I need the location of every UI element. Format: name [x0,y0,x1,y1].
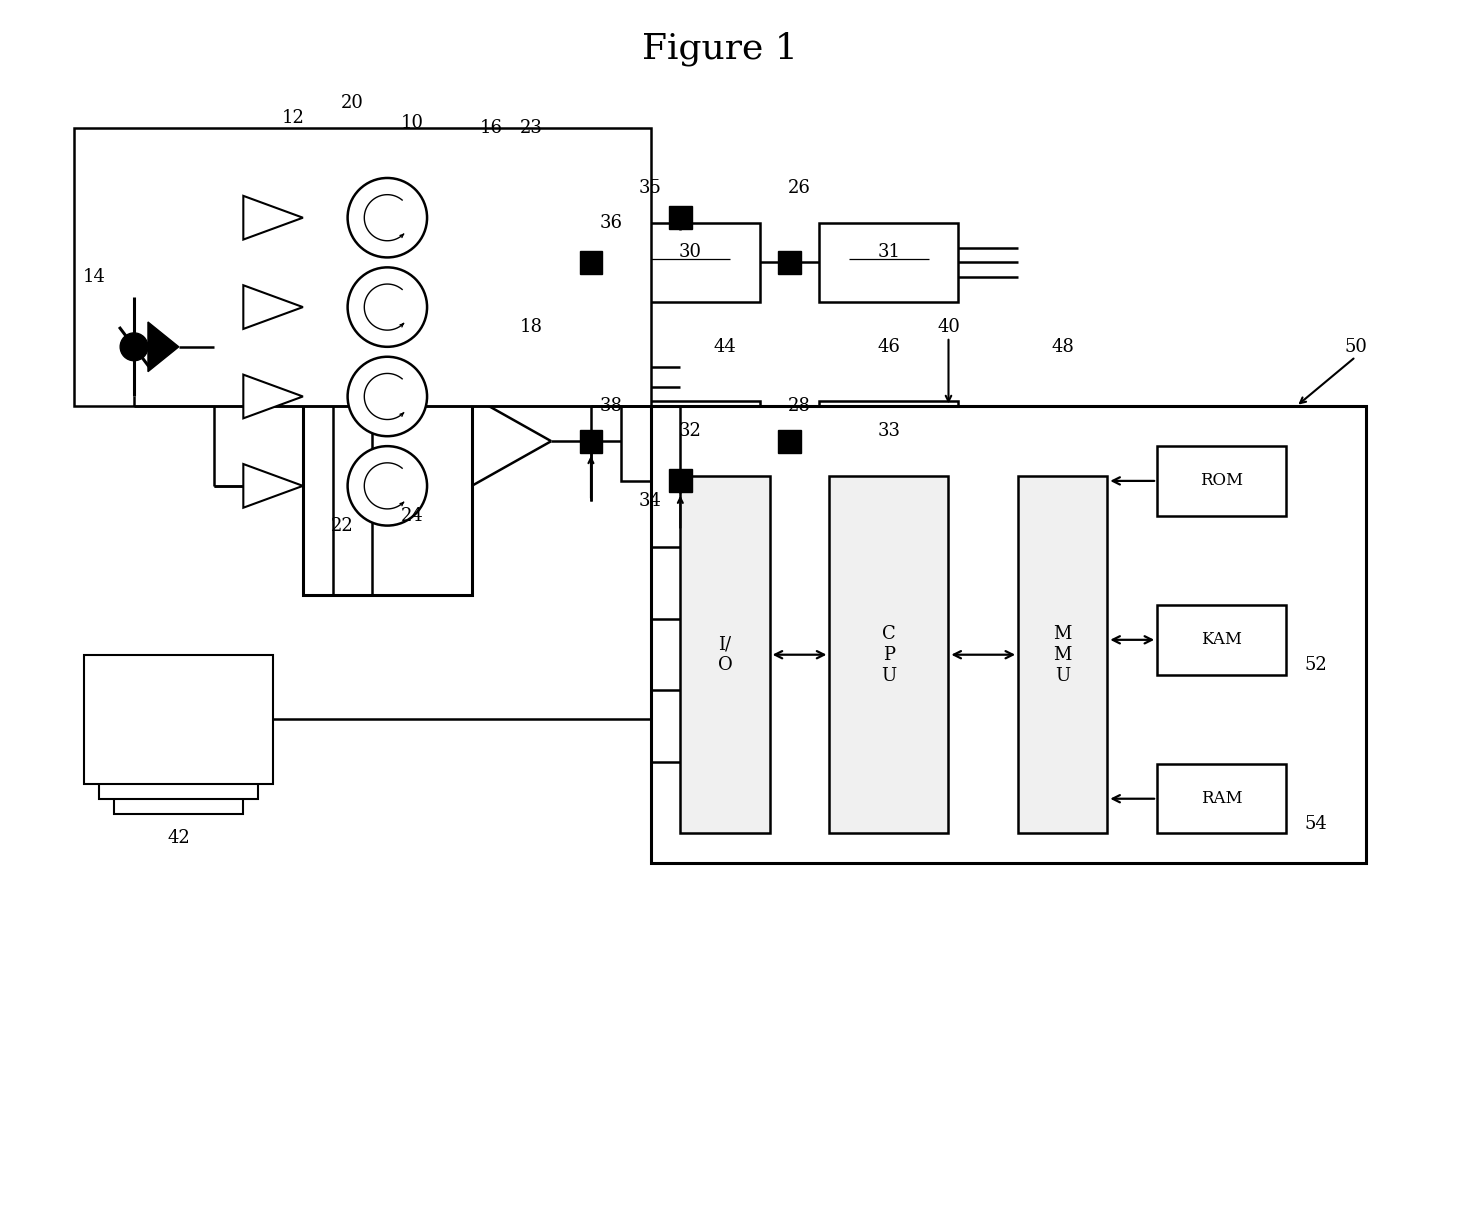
Bar [650,407,1365,864]
Text: 30: 30 [679,244,702,261]
Text: 48: 48 [1052,338,1074,355]
Circle shape [348,356,427,436]
Bar [1018,477,1107,833]
Bar [829,477,949,833]
Text: C
P
U: C P U [881,625,896,685]
Bar [580,430,602,452]
Text: 23: 23 [520,119,543,137]
Bar [580,251,602,274]
Text: 14: 14 [83,268,106,287]
Text: 31: 31 [877,244,900,261]
Text: 20: 20 [341,94,364,113]
Text: 54: 54 [1304,815,1327,833]
Text: 46: 46 [877,338,900,355]
Bar [1157,446,1287,516]
Text: 34: 34 [640,491,661,510]
Polygon shape [243,285,303,330]
Text: 42: 42 [168,829,191,848]
Text: 35: 35 [640,179,661,197]
Text: 28: 28 [788,397,812,415]
Text: ROM: ROM [1201,473,1243,490]
Text: 18: 18 [520,318,543,336]
Text: 32: 32 [679,423,702,440]
Polygon shape [149,322,179,371]
Bar [114,685,243,813]
Bar [621,402,759,481]
Text: 52: 52 [1304,655,1327,674]
Text: 40: 40 [937,318,960,336]
Bar [778,430,801,452]
Bar [669,206,692,229]
Text: 50: 50 [1345,338,1367,355]
Polygon shape [243,464,303,507]
Bar [778,251,801,274]
Bar [621,223,759,303]
Text: 22: 22 [331,517,354,534]
Text: KAM: KAM [1201,631,1243,648]
Text: 38: 38 [599,397,622,415]
Text: I/
O: I/ O [718,636,733,674]
Text: RAM: RAM [1201,790,1243,807]
Text: 26: 26 [788,179,812,197]
Bar [303,158,472,595]
Text: 10: 10 [401,114,424,132]
Text: Figure 1: Figure 1 [643,32,798,66]
Circle shape [348,446,427,526]
Polygon shape [243,375,303,418]
Text: 33: 33 [877,423,900,440]
Bar [85,654,272,784]
Bar [669,469,692,492]
Text: 36: 36 [599,213,622,232]
Bar [74,129,650,407]
Polygon shape [243,196,303,240]
Text: 16: 16 [481,119,503,137]
Circle shape [348,267,427,347]
Bar [819,223,959,303]
Text: 12: 12 [281,109,305,127]
Bar [680,477,769,833]
Text: 24: 24 [401,507,424,524]
Bar [1157,764,1287,833]
Bar [819,402,959,481]
Bar [99,670,258,799]
Circle shape [348,178,427,257]
Text: M
M
U: M M U [1053,625,1072,685]
Circle shape [119,333,149,360]
Text: 44: 44 [714,338,736,355]
Bar [1157,605,1287,675]
